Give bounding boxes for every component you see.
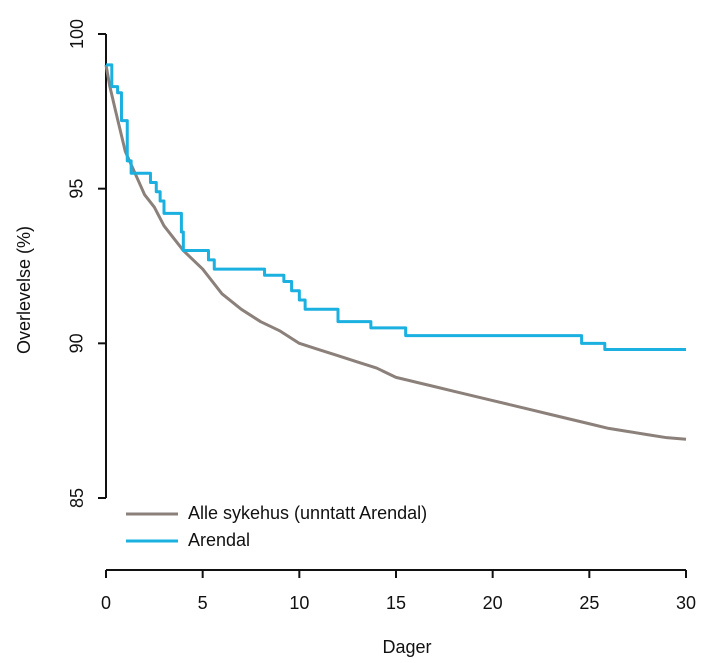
y-tick-label: 90 xyxy=(67,333,87,353)
x-tick-label: 10 xyxy=(289,593,309,613)
x-tick-label: 5 xyxy=(198,593,208,613)
x-axis-label: Dager xyxy=(382,637,431,657)
legend-label: Alle sykehus (unntatt Arendal) xyxy=(188,503,427,523)
y-axis-label: Overlevelse (%) xyxy=(14,226,34,354)
x-tick-label: 30 xyxy=(676,593,696,613)
x-tick-label: 25 xyxy=(579,593,599,613)
series-line xyxy=(104,64,687,441)
y-tick-label: 95 xyxy=(67,179,87,199)
y-tick-label: 100 xyxy=(67,19,87,49)
x-tick-label: 0 xyxy=(101,593,111,613)
legend-label: Arendal xyxy=(188,530,250,550)
series-line xyxy=(106,63,686,352)
x-tick-label: 20 xyxy=(483,593,503,613)
x-tick-label: 15 xyxy=(386,593,406,613)
y-tick-label: 85 xyxy=(67,488,87,508)
